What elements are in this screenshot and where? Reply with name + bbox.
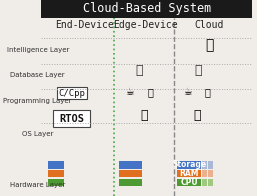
Text: 🐧: 🐧 bbox=[141, 109, 148, 122]
FancyBboxPatch shape bbox=[41, 0, 252, 18]
Text: OS Layer: OS Layer bbox=[22, 131, 53, 137]
FancyBboxPatch shape bbox=[177, 170, 201, 177]
Text: C/Cpp: C/Cpp bbox=[59, 89, 85, 98]
FancyBboxPatch shape bbox=[57, 87, 87, 99]
FancyBboxPatch shape bbox=[49, 179, 64, 186]
Text: Cloud: Cloud bbox=[194, 19, 224, 30]
FancyBboxPatch shape bbox=[208, 161, 213, 169]
Text: 🐍: 🐍 bbox=[148, 87, 153, 97]
FancyBboxPatch shape bbox=[202, 170, 207, 177]
Text: Storage: Storage bbox=[172, 160, 206, 169]
FancyBboxPatch shape bbox=[208, 179, 213, 186]
FancyBboxPatch shape bbox=[177, 179, 201, 186]
FancyBboxPatch shape bbox=[202, 161, 207, 169]
Text: CPU: CPU bbox=[181, 178, 198, 187]
FancyBboxPatch shape bbox=[119, 161, 142, 169]
Text: RAM: RAM bbox=[180, 169, 199, 178]
Text: ☕: ☕ bbox=[126, 87, 134, 97]
Text: 🤖: 🤖 bbox=[205, 38, 213, 52]
FancyBboxPatch shape bbox=[49, 170, 64, 177]
Text: 🐍: 🐍 bbox=[205, 87, 211, 97]
FancyBboxPatch shape bbox=[119, 179, 142, 186]
Text: RTOS: RTOS bbox=[59, 113, 85, 124]
Text: Cloud-Based System: Cloud-Based System bbox=[82, 2, 211, 15]
FancyBboxPatch shape bbox=[208, 170, 213, 177]
FancyBboxPatch shape bbox=[49, 161, 64, 169]
Text: End-Device: End-Device bbox=[55, 19, 114, 30]
FancyBboxPatch shape bbox=[119, 170, 142, 177]
FancyBboxPatch shape bbox=[177, 161, 201, 169]
Text: 🗄: 🗄 bbox=[195, 64, 202, 77]
Text: Edge-Device: Edge-Device bbox=[113, 19, 178, 30]
FancyBboxPatch shape bbox=[202, 179, 207, 186]
Text: Intelligence Layer: Intelligence Layer bbox=[6, 47, 69, 53]
Text: Hardware Layer: Hardware Layer bbox=[10, 182, 65, 188]
Text: Database Layer: Database Layer bbox=[10, 73, 65, 78]
Text: 🐧: 🐧 bbox=[193, 109, 201, 122]
Text: 🗄: 🗄 bbox=[136, 64, 143, 77]
Text: ☕: ☕ bbox=[183, 87, 192, 97]
FancyBboxPatch shape bbox=[53, 110, 90, 127]
Text: Programming Layer: Programming Layer bbox=[3, 98, 72, 104]
